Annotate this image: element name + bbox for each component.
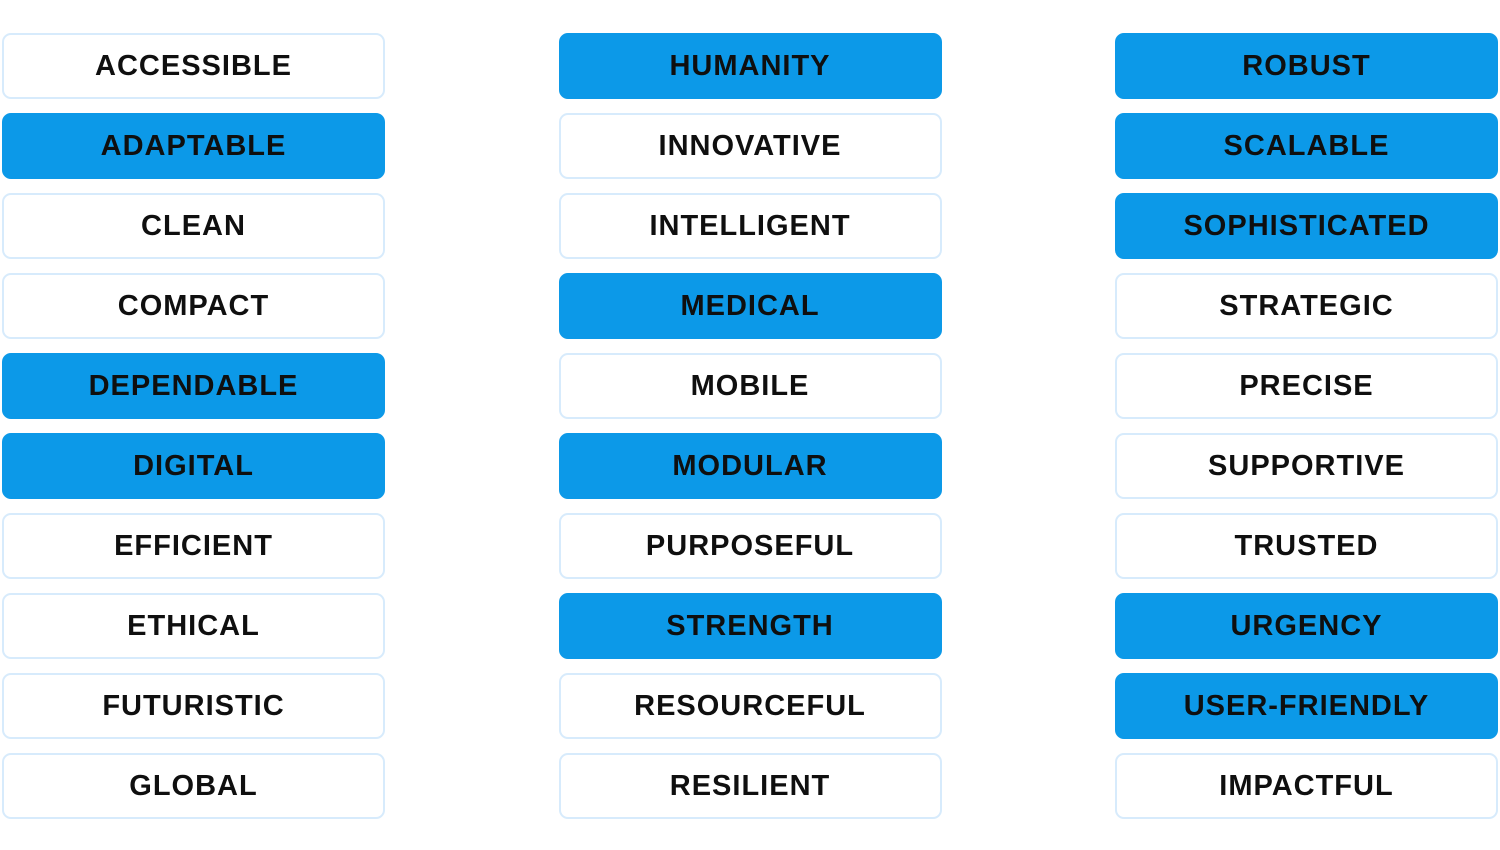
word-button-intelligent[interactable]: INTELLIGENT (558, 193, 942, 259)
word-button-resourceful[interactable]: RESOURCEFUL (558, 673, 942, 739)
word-button-supportive[interactable]: SUPPORTIVE (1115, 433, 1498, 499)
word-button-humanity[interactable]: HUMANITY (558, 33, 942, 99)
word-button-purposeful[interactable]: PURPOSEFUL (558, 513, 942, 579)
word-button-mobile[interactable]: MOBILE (558, 353, 942, 419)
word-button-efficient[interactable]: EFFICIENT (2, 513, 385, 579)
word-button-global[interactable]: GLOBAL (2, 753, 385, 819)
word-grid: ACCESSIBLE ADAPTABLE CLEAN COMPACT DEPENDABL… (2, 33, 1498, 819)
word-button-sophisticated[interactable]: SOPHISTICATED (1115, 193, 1498, 259)
word-button-robust[interactable]: ROBUST (1115, 33, 1498, 99)
word-button-clean[interactable]: CLEAN (2, 193, 385, 259)
word-button-scalable[interactable]: SCALABLE (1115, 113, 1498, 179)
word-button-resilient[interactable]: RESILIENT (558, 753, 942, 819)
word-button-strength[interactable]: STRENGTH (558, 593, 942, 659)
word-button-modular[interactable]: MODULAR (558, 433, 942, 499)
word-button-urgency[interactable]: URGENCY (1115, 593, 1498, 659)
word-button-innovative[interactable]: INNOVATIVE (558, 113, 942, 179)
word-button-ethical[interactable]: ETHICAL (2, 593, 385, 659)
word-column-2: HUMANITY INNOVATIVE INTELLIGENT MEDICAL MOBI… (558, 33, 942, 819)
word-button-strategic[interactable]: STRATEGIC (1115, 273, 1498, 339)
word-button-user-friendly[interactable]: USER-FRIENDLY (1115, 673, 1498, 739)
word-column-1: ACCESSIBLE ADAPTABLE CLEAN COMPACT DEPENDABL… (2, 33, 385, 819)
word-button-trusted[interactable]: TRUSTED (1115, 513, 1498, 579)
word-button-digital[interactable]: DIGITAL (2, 433, 385, 499)
word-button-precise[interactable]: PRECISE (1115, 353, 1498, 419)
word-button-medical[interactable]: MEDICAL (558, 273, 942, 339)
word-button-compact[interactable]: COMPACT (2, 273, 385, 339)
word-button-futuristic[interactable]: FUTURISTIC (2, 673, 385, 739)
word-button-dependable[interactable]: DEPENDABLE (2, 353, 385, 419)
word-button-adaptable[interactable]: ADAPTABLE (2, 113, 385, 179)
word-column-3: ROBUST SCALABLE SOPHISTICATED STRATEGIC PREC… (1115, 33, 1498, 819)
word-button-impactful[interactable]: IMPACTFUL (1115, 753, 1498, 819)
word-button-accessible[interactable]: ACCESSIBLE (2, 33, 385, 99)
